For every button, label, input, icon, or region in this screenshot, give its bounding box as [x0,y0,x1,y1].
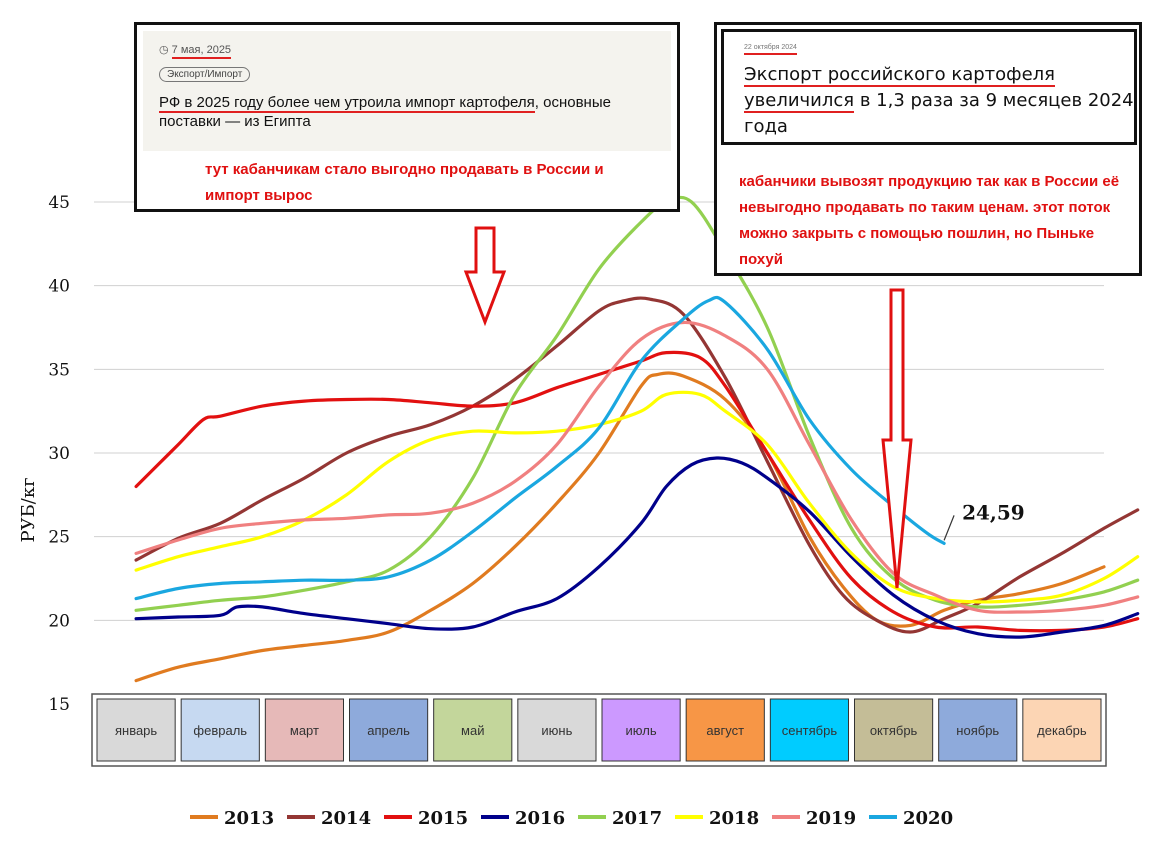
y-tick-label: 45 [48,193,70,213]
series-line-2016 [134,456,1140,639]
comment-text: тут кабанчикам стало выгодно продавать в… [205,161,604,204]
month-label: сентябрь [782,723,838,738]
news-screenshot: 22 октября 2024 Экспорт российского карт… [721,29,1137,145]
chart-legend: 2013 2014 2015 2016 2017 2018 2019 2020 [190,808,953,829]
month-cell [1022,698,1102,762]
news-headline: Экспорт российского картофеля увеличился … [744,64,1134,137]
legend-label: 2015 [418,808,468,829]
legend-label: 2013 [224,808,274,829]
month-label: ноябрь [956,723,999,738]
news-headline: РФ в 2025 году более чем утроила импорт … [159,94,611,130]
y-axis-label: РУБ/кг [18,477,39,542]
y-axis-ticks: 15 20 25 30 35 40 45 [48,193,70,715]
month-strip: январь февраль март апрель май июнь июль август… [91,693,1107,767]
month-label: июль [626,723,657,738]
month-strip-frame [91,693,1107,767]
month-label: февраль [193,723,247,738]
legend-label: 2014 [321,808,371,829]
series-line-2014 [134,296,1140,634]
annotation-value: 24,59 [962,500,1025,524]
month-label: октябрь [870,723,918,738]
news-clip-import: ◷ 7 мая, 2025 Экспорт/Импорт РФ в 2025 г… [134,22,680,212]
series-line-2019 [134,320,1140,614]
news-tag: Экспорт/Импорт [159,67,251,82]
series-line-2020 [134,295,946,601]
y-tick-label: 40 [48,277,70,297]
chart-annotation: 24,59 [943,500,1025,541]
month-label: март [290,723,319,738]
month-label: август [706,723,744,738]
y-tick-label: 35 [48,360,70,380]
month-cell [433,698,513,762]
legend-label: 2018 [709,808,759,829]
month-label: декабрь [1037,723,1087,738]
news-clip-export: 22 октября 2024 Экспорт российского карт… [714,22,1142,276]
y-tick-label: 20 [48,611,70,631]
red-arrow-down-october-icon [881,288,913,589]
month-label: июнь [541,723,572,738]
month-label: апрель [367,723,410,738]
annotation-leader-line [943,515,955,541]
red-arrow-down-may-icon [463,226,507,327]
month-label: январь [115,723,157,738]
month-cell [938,698,1018,762]
month-cell [854,698,934,762]
legend-label: 2019 [806,808,856,829]
y-tick-label: 25 [48,528,70,548]
month-cell [517,698,597,762]
month-cell [96,698,176,762]
month-cell [685,698,765,762]
legend-label: 2016 [515,808,565,829]
legend-label: 2020 [903,808,953,829]
month-label: май [461,723,484,738]
news-screenshot: ◷ 7 мая, 2025 Экспорт/Импорт РФ в 2025 г… [143,31,671,151]
series-line-2013 [134,371,1106,683]
month-cell [769,698,849,762]
legend-label: 2017 [612,808,662,829]
news-date: ◷ 7 мая, 2025 [159,43,232,59]
series-line-2018 [134,390,1140,604]
month-cell [264,698,345,762]
news-date: 22 октября 2024 [744,44,797,55]
month-cell [180,698,260,762]
comment-text: кабанчики вывозят продукцию так как в Ро… [739,173,1120,268]
y-tick-label: 15 [48,695,70,715]
y-tick-label: 30 [48,444,70,464]
month-cell [349,698,429,762]
month-cell [601,698,681,762]
